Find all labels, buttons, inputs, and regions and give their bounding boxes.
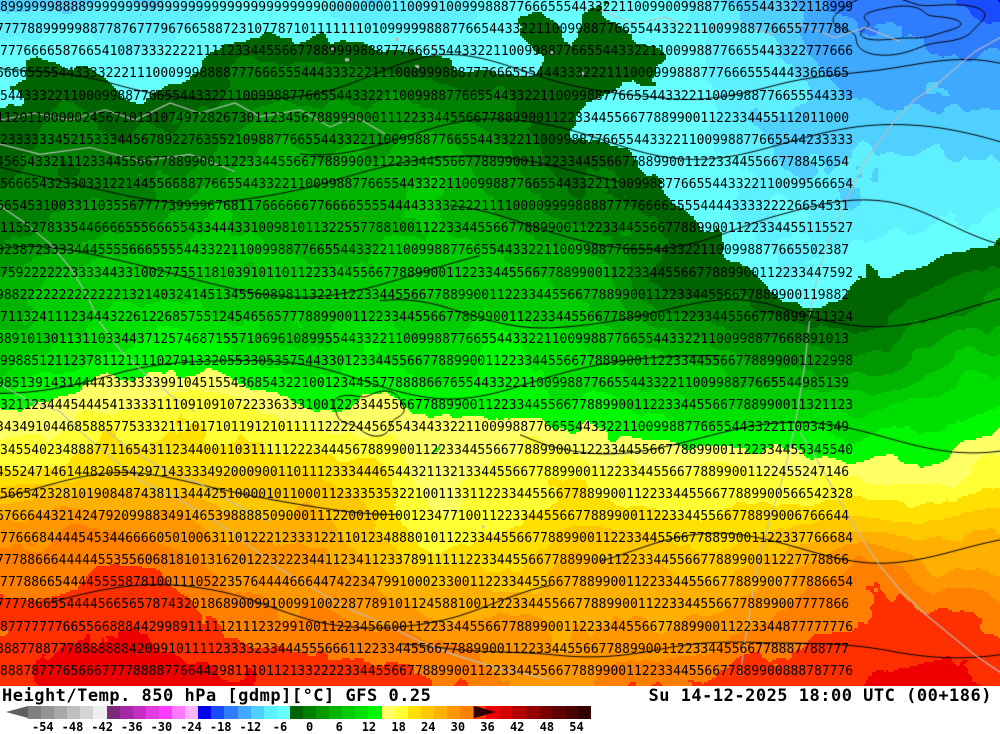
legend-swatch <box>355 706 369 719</box>
legend-tick: 42 <box>509 720 525 734</box>
legend-swatch <box>289 706 303 719</box>
forecast-map[interactable]: 8999999888899999999999999999999999999999… <box>0 0 1000 686</box>
chart-title: Height/Temp. 850 hPa [gdmp][°C] GFS 0.25 <box>2 686 432 706</box>
legend-swatch <box>420 706 434 719</box>
legend-swatch <box>119 706 133 719</box>
legend-tick: 0 <box>306 720 314 734</box>
legend-swatch <box>28 706 42 719</box>
legend-swatch <box>394 706 408 719</box>
legend-swatch <box>172 706 186 719</box>
legend-swatch <box>145 706 159 719</box>
color-scale-legend[interactable]: -54 -48 -42 -36 -30 -24 -18 -12 -6 0 6 12 18 24 30 36 42… <box>0 705 592 734</box>
legend-tick: 6 <box>335 720 343 734</box>
legend-tick: -54 <box>31 720 54 734</box>
legend-swatch <box>224 706 238 719</box>
legend-swatch <box>342 706 356 719</box>
legend-swatch <box>106 706 120 719</box>
legend-swatch <box>499 706 513 719</box>
legend-swatch <box>460 706 474 719</box>
legend-tick: 30 <box>450 720 466 734</box>
legend-swatch <box>302 706 317 719</box>
legend-swatch <box>158 706 173 719</box>
legend-tick: 12 <box>361 720 377 734</box>
legend-swatch <box>93 706 107 719</box>
temperature-shading-layer <box>0 0 1000 686</box>
legend-tick: 54 <box>569 720 584 734</box>
legend-swatch <box>381 706 395 719</box>
legend-swatch <box>185 706 199 719</box>
legend-swatch <box>329 706 343 719</box>
legend-swatch <box>211 706 225 719</box>
legend-swatch <box>198 706 212 719</box>
legend-swatch <box>316 706 330 719</box>
legend-swatch <box>433 706 447 719</box>
legend-under-arrow <box>6 706 28 718</box>
legend-swatch <box>80 706 94 719</box>
legend-swatch <box>407 706 421 719</box>
legend-tick: 48 <box>539 720 555 734</box>
legend-tick: -12 <box>239 720 262 734</box>
legend-tick: 18 <box>391 720 406 734</box>
legend-swatch <box>263 706 277 719</box>
legend-tick: -42 <box>91 720 113 734</box>
legend-tick: -24 <box>180 720 202 734</box>
legend-tick: -30 <box>150 720 173 734</box>
legend-tick-labels: -54 -48 -42 -36 -30 -24 -18 -12 -6 0 6 12 18 24 30 36 42… <box>0 720 584 734</box>
legend-swatch <box>577 706 592 719</box>
legend-swatch <box>564 706 578 719</box>
legend-swatch <box>538 706 552 719</box>
legend-swatch <box>551 706 565 719</box>
legend-swatch <box>237 706 251 719</box>
legend-swatch <box>512 706 526 719</box>
legend-tick: -48 <box>61 720 84 734</box>
legend-swatch <box>276 706 290 719</box>
legend-tick: 24 <box>421 720 436 734</box>
legend-swatch <box>67 706 81 719</box>
legend-tick: -18 <box>209 720 232 734</box>
legend-color-strip[interactable] <box>28 706 592 719</box>
legend-swatch <box>41 706 55 719</box>
legend-swatch <box>54 706 68 719</box>
legend-swatch <box>132 706 146 719</box>
legend-swatch <box>368 706 382 719</box>
legend-tick: -6 <box>272 720 288 734</box>
legend-tick: 36 <box>480 720 495 734</box>
map-footer: Height/Temp. 850 hPa [gdmp][°C] GFS 0.25… <box>0 686 1000 734</box>
legend-swatch <box>250 706 264 719</box>
legend-over-arrow <box>474 706 496 718</box>
legend-swatch <box>447 706 461 719</box>
legend-tick: -36 <box>120 720 143 734</box>
valid-time-label: Su 14-12-2025 18:00 UTC (00+186) <box>648 686 992 706</box>
legend-swatch <box>525 706 539 719</box>
